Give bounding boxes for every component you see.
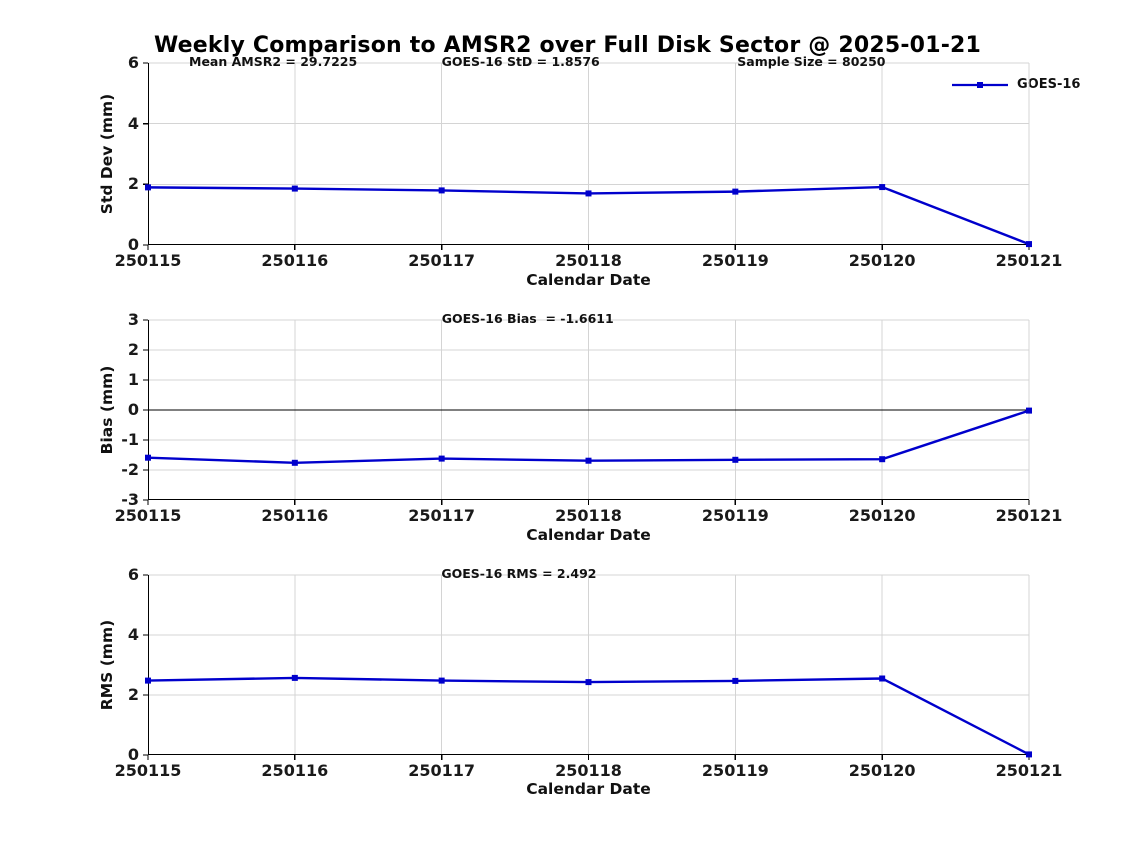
annotation: GOES-16 RMS = 2.492 (441, 566, 597, 581)
chart-title: Weekly Comparison to AMSR2 over Full Dis… (153, 33, 982, 58)
x-tick-label: 250119 (701, 506, 769, 525)
plot-bias (143, 319, 1032, 505)
y-tick-label: 0 (127, 745, 139, 764)
x-tick-label: 250115 (114, 251, 182, 270)
y-tick-label: 2 (127, 685, 139, 704)
y-tick-label: 2 (127, 340, 139, 359)
x-tick-label: 250115 (114, 506, 182, 525)
x-tick-label: 250120 (848, 251, 916, 270)
x-tick-label: 250121 (995, 506, 1063, 525)
data-point-marker (145, 677, 151, 684)
annotation: GOES-16 Bias = -1.6611 (441, 311, 614, 326)
annotation: GOES-16 StD = 1.8576 (441, 54, 600, 69)
data-point-marker (585, 190, 592, 197)
data-point-marker (732, 188, 739, 195)
x-tick-label: 250120 (848, 506, 916, 525)
data-point-marker (732, 456, 739, 463)
legend-label: GOES-16 (1017, 77, 1081, 92)
x-axis-label-plot1: Calendar Date (526, 271, 651, 289)
x-tick-label: 250119 (701, 251, 769, 270)
annotation: Mean AMSR2 = 29.7225 (189, 54, 358, 69)
y-axis-label-stddev: Std Dev (mm) (98, 93, 116, 215)
data-point-marker (145, 454, 151, 461)
legend-line-marker-icon (952, 79, 1008, 91)
data-point-marker (879, 456, 886, 463)
x-tick-label: 250116 (261, 251, 329, 270)
x-tick-label: 250117 (408, 761, 476, 780)
x-axis-label-plot3: Calendar Date (526, 780, 651, 798)
plot-rms (143, 574, 1032, 760)
y-tick-label: 0 (127, 400, 139, 419)
x-tick-label: 250118 (555, 761, 622, 780)
data-point-marker (438, 455, 445, 462)
data-point-marker (1026, 241, 1032, 248)
plot-stddev (143, 62, 1032, 250)
data-point-marker (145, 184, 151, 191)
data-point-marker (879, 675, 886, 682)
x-tick-label: 250118 (555, 506, 622, 525)
x-tick-label: 250117 (408, 251, 476, 270)
data-point-marker (438, 677, 445, 684)
y-tick-label: 6 (127, 53, 139, 72)
annotation: Sample Size = 80250 (737, 54, 886, 69)
x-tick-label: 250121 (995, 251, 1063, 270)
y-tick-label: -3 (121, 490, 139, 509)
x-tick-label: 250117 (408, 506, 476, 525)
data-point-marker (438, 187, 445, 194)
y-tick-label: 3 (127, 310, 139, 329)
legend: GOES-16 (948, 76, 1085, 93)
x-tick-label: 250120 (848, 761, 916, 780)
data-point-marker (1026, 407, 1032, 414)
data-point-marker (732, 677, 739, 684)
y-tick-label: -2 (121, 460, 139, 479)
x-tick-label: 250115 (114, 761, 182, 780)
data-point-marker (291, 459, 298, 466)
data-point-marker (1026, 751, 1032, 758)
data-point-marker (585, 679, 592, 686)
y-tick-label: 0 (127, 235, 139, 254)
x-tick-label: 250116 (261, 506, 329, 525)
data-point-marker (879, 184, 886, 191)
data-point-marker (291, 674, 298, 681)
data-point-marker (585, 457, 592, 464)
x-tick-label: 250121 (995, 761, 1063, 780)
x-axis-label-plot2: Calendar Date (526, 526, 651, 544)
data-point-marker (291, 185, 298, 192)
x-tick-label: 250116 (261, 761, 329, 780)
y-tick-label: 4 (127, 113, 139, 133)
y-tick-label: 4 (127, 625, 139, 644)
x-tick-label: 250118 (555, 251, 622, 270)
y-tick-label: -1 (121, 430, 139, 449)
y-tick-label: 1 (127, 370, 139, 389)
y-tick-label: 6 (127, 565, 139, 584)
y-tick-label: 2 (127, 174, 139, 194)
x-tick-label: 250119 (701, 761, 769, 780)
